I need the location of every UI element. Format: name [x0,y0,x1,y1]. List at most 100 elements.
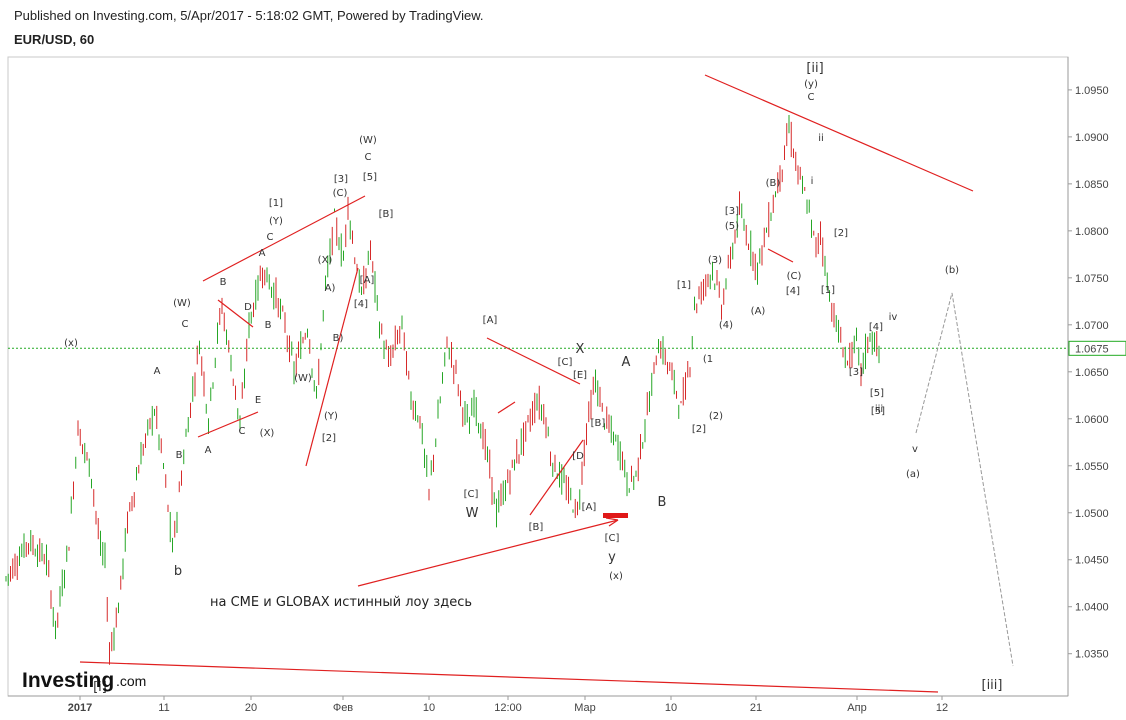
wave-label: (A) [751,306,766,317]
time-tick-label: 10 [665,702,677,714]
price-tick-label: 1.0900 [1075,132,1109,144]
trendline [704,74,974,192]
wave-label: (2) [709,411,723,422]
wave-label: [5] [870,388,884,399]
wave-label: iii [875,404,883,415]
price-tick-label: 1.0650 [1075,367,1109,379]
wave-label: [D [572,451,584,462]
price-tick-label: 1.0400 [1075,602,1109,614]
wave-label: (W) [173,298,191,309]
trendline [217,299,254,328]
wave-label: [A] [582,502,597,513]
wave-label: (X) [260,428,275,439]
wave-label: A [205,445,212,456]
wave-label: [i] [93,680,107,695]
time-tick-label: Мар [574,702,596,714]
wave-label: ii [818,133,824,144]
wave-label: (y) [804,79,818,90]
wave-label: (5) [725,221,739,232]
wave-label: [3] [334,174,348,185]
wave-label: A) [325,283,336,294]
time-tick-label: 21 [750,702,762,714]
wave-label: [C] [558,357,573,368]
wave-label: [iii] [982,678,1003,693]
price-tick-label: 1.0750 [1075,273,1109,285]
time-axis: 2017 11 20 Фев 10 12:00 Мар 10 21 Апр 12 [68,696,948,714]
wave-label: (Y) [324,411,338,422]
trendline [486,337,581,385]
wave-label: [C] [464,489,479,500]
note-arrow-head [605,517,619,521]
wave-label: [5] [871,406,885,417]
time-tick-label: 10 [423,702,435,714]
wave-label: B [265,320,272,331]
wave-label: (x) [609,571,623,582]
trendline [305,267,359,467]
price-tick-label: 1.0550 [1075,461,1109,473]
price-tick-label: 1.0950 [1075,85,1109,97]
wave-label: [2] [834,228,848,239]
wave-label: (B) [766,178,781,189]
trendline [79,661,939,693]
wave-label: y [608,550,616,565]
trendline [202,195,366,282]
wave-label: B [220,277,227,288]
wave-label: (X) [318,255,333,266]
time-tick-label: 11 [158,702,169,714]
wave-label: [ii] [806,61,823,76]
wave-label: [C] [605,533,620,544]
wave-label: (Y) [269,216,283,227]
price-tick-label: 1.0700 [1075,320,1109,332]
low-marker [603,513,628,518]
wave-label: X [576,342,585,357]
note-arrow-head [608,519,619,527]
wave-label: A [259,248,266,259]
trendlines [79,74,974,693]
wave-label: W [466,506,479,521]
wave-label: i [811,176,814,187]
wave-label: v [912,444,918,455]
price-tick-label: 1.0850 [1075,179,1109,191]
trendline [197,411,259,438]
wave-label: (1 [703,354,713,365]
published-caption: Published on Investing.com, 5/Apr/2017 -… [14,8,484,23]
current-price-value: 1.0675 [1075,343,1109,355]
price-tick-label: 1.0350 [1075,649,1109,661]
wave-label: (a) [906,469,920,480]
time-tick-label: 2017 [68,702,92,714]
wave-label: C [239,426,246,437]
trendline [497,401,516,414]
wave-label: C [267,232,274,243]
wave-label: [A] [483,315,498,326]
logo-brand: Investing [22,669,114,692]
wave-label: B [176,450,183,461]
wave-label: [1] [677,280,691,291]
wave-label: b [174,564,182,579]
wave-label: [E] [573,370,587,381]
logo-suffix: .com [116,673,146,689]
candlestick-series [5,115,880,665]
time-tick-label: Апр [847,702,866,714]
price-tick-label: 1.0800 [1075,226,1109,238]
wave-label: [4] [354,299,368,310]
wave-label: D [244,302,252,313]
time-tick-label: 12:00 [494,702,522,714]
wave-label: C [365,152,372,163]
wave-label: [B] [379,209,394,220]
wave-label: [2] [692,424,706,435]
wave-label: B) [333,333,344,344]
wave-label: (b) [945,265,959,276]
wave-label: iv [889,312,898,323]
price-tick-label: 1.0450 [1075,555,1109,567]
plot-frame [7,56,1069,697]
trendline [529,439,584,516]
wave-label: A [154,366,161,377]
wave-label: (W) [359,135,377,146]
wave-label: [A] [360,275,375,286]
note-text: на CME и GLOBAX истинный лоу здесь [210,595,472,610]
wave-label: (W) [294,373,312,384]
symbol-label: EUR/USD, 60 [14,32,95,47]
wave-label: [B] [591,418,606,429]
wave-label: (3) [708,255,722,266]
